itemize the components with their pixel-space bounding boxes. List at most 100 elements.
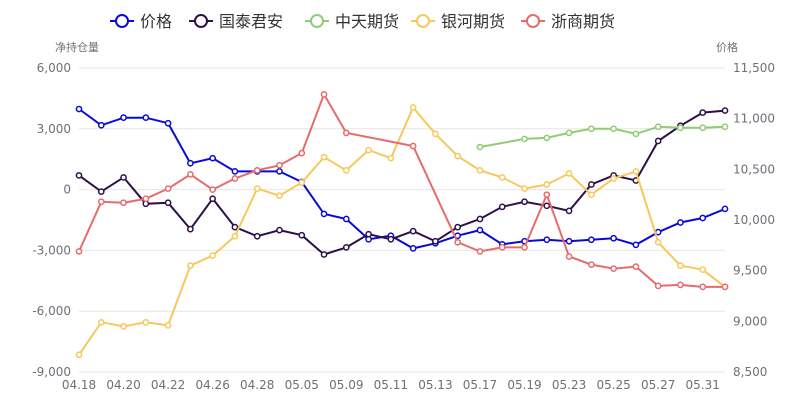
data-point[interactable]	[699, 266, 707, 274]
data-point[interactable]	[632, 241, 640, 249]
data-point[interactable]	[654, 137, 662, 145]
data-point[interactable]	[231, 223, 239, 231]
data-point[interactable]	[677, 262, 684, 269]
data-point[interactable]	[387, 235, 395, 243]
data-point[interactable]	[365, 230, 372, 238]
data-point[interactable]	[587, 125, 595, 133]
data-point[interactable]	[454, 223, 462, 231]
data-point[interactable]	[587, 236, 595, 244]
data-point[interactable]	[654, 282, 662, 290]
data-point[interactable]	[721, 107, 729, 114]
data-point[interactable]	[543, 236, 551, 244]
data-point[interactable]	[97, 318, 105, 326]
data-point[interactable]	[476, 143, 484, 151]
data-point[interactable]	[75, 248, 83, 255]
data-point[interactable]	[654, 123, 662, 131]
data-point[interactable]	[209, 154, 217, 162]
data-point[interactable]	[610, 125, 617, 133]
data-point[interactable]	[164, 322, 172, 329]
data-point[interactable]	[432, 237, 439, 245]
data-point[interactable]	[276, 192, 283, 200]
data-point[interactable]	[543, 202, 551, 210]
data-point[interactable]	[587, 181, 595, 188]
data-point[interactable]	[75, 172, 83, 179]
data-point[interactable]	[498, 244, 506, 251]
data-point[interactable]	[120, 114, 127, 122]
data-point[interactable]	[432, 130, 439, 138]
data-point[interactable]	[387, 154, 395, 162]
data-point[interactable]	[677, 124, 684, 132]
data-point[interactable]	[142, 195, 150, 203]
data-point[interactable]	[187, 159, 194, 167]
data-point[interactable]	[498, 203, 506, 211]
data-point[interactable]	[320, 90, 328, 98]
data-point[interactable]	[276, 161, 283, 169]
data-point[interactable]	[320, 153, 328, 161]
data-point[interactable]	[142, 318, 150, 326]
data-point[interactable]	[342, 166, 350, 174]
data-point[interactable]	[298, 231, 306, 239]
data-point[interactable]	[164, 199, 172, 207]
data-point[interactable]	[253, 185, 261, 192]
data-point[interactable]	[632, 130, 640, 138]
data-point[interactable]	[209, 195, 217, 203]
data-point[interactable]	[565, 170, 573, 177]
data-point[interactable]	[164, 119, 172, 127]
data-point[interactable]	[320, 210, 328, 218]
data-point[interactable]	[632, 263, 640, 270]
data-point[interactable]	[164, 185, 172, 192]
data-point[interactable]	[654, 238, 662, 246]
legend-item[interactable]: 浙商期货	[521, 12, 615, 31]
data-point[interactable]	[231, 168, 239, 175]
data-point[interactable]	[699, 283, 707, 291]
data-point[interactable]	[565, 129, 573, 137]
data-point[interactable]	[276, 226, 283, 234]
data-point[interactable]	[699, 109, 707, 116]
data-point[interactable]	[142, 114, 150, 122]
data-point[interactable]	[187, 225, 194, 233]
legend[interactable]: 价格 国泰君安 中天期货 银河期货 浙商期货	[110, 12, 615, 31]
data-point[interactable]	[342, 244, 350, 251]
data-point[interactable]	[409, 104, 417, 111]
data-point[interactable]	[231, 175, 239, 182]
data-point[interactable]	[699, 124, 707, 132]
data-point[interactable]	[677, 281, 684, 289]
data-point[interactable]	[521, 135, 528, 143]
data-point[interactable]	[409, 142, 417, 150]
data-point[interactable]	[97, 198, 105, 206]
data-point[interactable]	[476, 248, 484, 255]
data-point[interactable]	[97, 121, 105, 129]
data-point[interactable]	[498, 174, 506, 181]
data-point[interactable]	[699, 214, 707, 222]
data-point[interactable]	[409, 227, 417, 235]
data-point[interactable]	[365, 146, 372, 154]
data-point[interactable]	[587, 191, 595, 199]
legend-item[interactable]: 中天期货	[305, 12, 399, 31]
data-point[interactable]	[521, 198, 528, 206]
data-point[interactable]	[75, 351, 83, 359]
data-point[interactable]	[543, 134, 551, 142]
data-point[interactable]	[521, 185, 528, 192]
data-point[interactable]	[298, 149, 306, 157]
data-point[interactable]	[120, 199, 127, 207]
data-point[interactable]	[298, 179, 306, 186]
data-point[interactable]	[342, 215, 350, 223]
data-point[interactable]	[187, 262, 194, 269]
data-point[interactable]	[75, 105, 83, 113]
data-point[interactable]	[565, 253, 573, 260]
data-point[interactable]	[610, 234, 617, 242]
data-point[interactable]	[231, 232, 239, 240]
data-point[interactable]	[721, 283, 729, 291]
data-point[interactable]	[409, 245, 417, 252]
data-point[interactable]	[120, 174, 127, 181]
data-point[interactable]	[521, 244, 528, 251]
data-point[interactable]	[677, 219, 684, 226]
data-point[interactable]	[454, 238, 462, 246]
data-point[interactable]	[253, 166, 261, 174]
data-point[interactable]	[610, 265, 617, 272]
data-point[interactable]	[454, 152, 462, 160]
data-point[interactable]	[632, 168, 640, 175]
data-point[interactable]	[476, 166, 484, 174]
data-point[interactable]	[97, 188, 105, 195]
legend-item[interactable]: 国泰君安	[189, 12, 283, 31]
